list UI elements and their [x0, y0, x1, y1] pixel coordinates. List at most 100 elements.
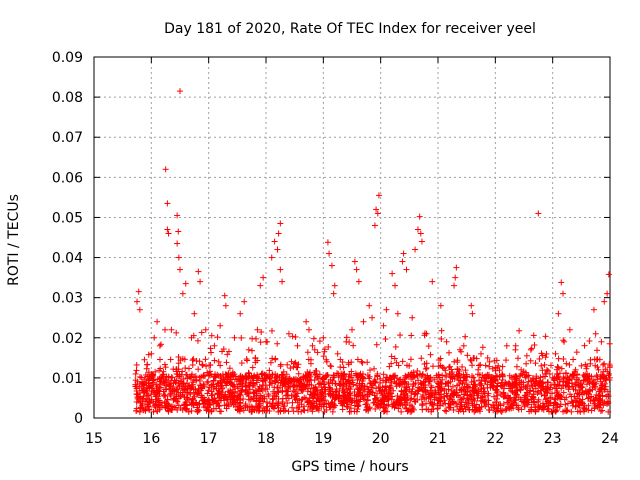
data-point [551, 396, 558, 403]
data-point [457, 374, 464, 381]
data-point [443, 338, 450, 345]
data-point [209, 381, 216, 388]
data-point [305, 371, 312, 378]
data-point [465, 397, 472, 404]
data-point [261, 395, 268, 402]
data-point [468, 373, 475, 380]
data-point [253, 335, 260, 342]
data-point [350, 342, 357, 349]
data-point [454, 357, 461, 364]
data-point [435, 363, 442, 370]
data-point [357, 389, 364, 396]
data-point [184, 380, 191, 387]
data-point [288, 392, 295, 399]
data-point [587, 398, 594, 405]
data-point [272, 378, 279, 385]
data-point [426, 378, 433, 385]
data-point [560, 389, 567, 396]
data-point [215, 358, 222, 365]
data-point [250, 375, 257, 382]
data-point [600, 361, 607, 368]
data-point [195, 407, 202, 414]
data-point [451, 390, 458, 397]
data-point [425, 343, 432, 350]
data-point [280, 405, 287, 412]
data-point [503, 405, 510, 412]
data-point [421, 360, 428, 367]
data-point [274, 340, 281, 347]
data-point [295, 404, 302, 411]
data-point [316, 371, 323, 378]
data-point [247, 396, 254, 403]
data-point [203, 407, 210, 414]
data-point [367, 367, 374, 374]
data-point [313, 367, 320, 374]
data-point [380, 408, 387, 415]
data-point [585, 373, 592, 380]
data-point [151, 334, 158, 341]
data-point [374, 370, 381, 377]
data-point [284, 400, 291, 407]
data-point [314, 349, 321, 356]
data-point [279, 278, 286, 285]
data-point [223, 371, 230, 378]
data-point [605, 271, 612, 278]
data-point [244, 357, 251, 364]
data-point [154, 383, 161, 390]
data-point [399, 258, 406, 265]
data-point [137, 393, 144, 400]
data-point [211, 373, 218, 380]
data-point [186, 389, 193, 396]
data-point [461, 384, 468, 391]
data-point [377, 387, 384, 394]
data-point [229, 371, 236, 378]
data-point [271, 238, 278, 245]
data-point [140, 386, 147, 393]
data-point [255, 397, 262, 404]
data-point [361, 396, 368, 403]
data-point [402, 383, 409, 390]
data-point [548, 408, 555, 415]
y-tick-label: 0.07 [52, 130, 83, 146]
data-point [506, 380, 513, 387]
data-point [182, 280, 189, 287]
data-point [560, 382, 567, 389]
data-point [456, 398, 463, 405]
data-point [318, 390, 325, 397]
data-point [175, 228, 182, 235]
data-point [392, 343, 399, 350]
data-point [597, 375, 604, 382]
data-point [543, 370, 550, 377]
data-point [486, 363, 493, 370]
data-point [474, 390, 481, 397]
data-point [169, 374, 176, 381]
data-point [146, 406, 153, 413]
data-point [527, 346, 534, 353]
data-point [486, 371, 493, 378]
data-point [570, 386, 577, 393]
data-point [580, 372, 587, 379]
data-point [556, 370, 563, 377]
data-point [195, 366, 202, 373]
data-point [455, 392, 462, 399]
data-point [403, 384, 410, 391]
data-point [532, 380, 539, 387]
data-point [565, 383, 572, 390]
data-point [164, 200, 171, 207]
data-point [383, 402, 390, 409]
data-point [291, 382, 298, 389]
data-point [570, 356, 577, 363]
data-point [445, 386, 452, 393]
data-point [402, 387, 409, 394]
data-point [260, 274, 267, 281]
data-point [216, 403, 223, 410]
data-point [295, 370, 302, 377]
data-point [421, 332, 428, 339]
data-point [396, 376, 403, 383]
data-point [375, 192, 382, 199]
data-point [450, 399, 457, 406]
data-point [211, 371, 218, 378]
data-point [204, 369, 211, 376]
data-point [553, 374, 560, 381]
data-point [564, 400, 571, 407]
